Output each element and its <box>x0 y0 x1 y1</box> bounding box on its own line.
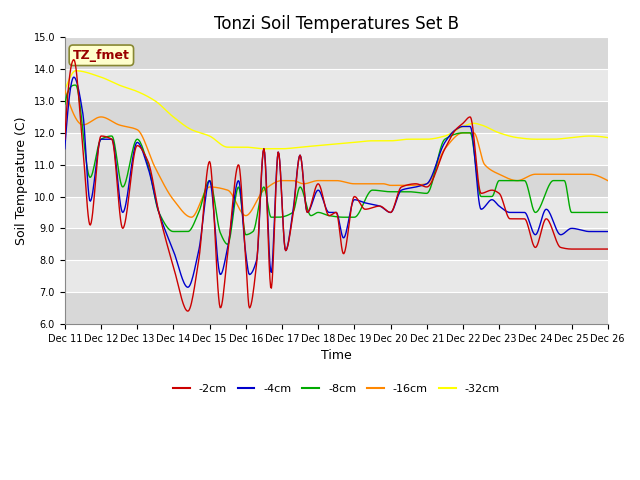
Bar <box>65 101 608 133</box>
Bar <box>65 292 608 324</box>
Title: Tonzi Soil Temperatures Set B: Tonzi Soil Temperatures Set B <box>214 15 459 33</box>
X-axis label: Time: Time <box>321 349 351 362</box>
Bar <box>65 196 608 228</box>
Y-axis label: Soil Temperature (C): Soil Temperature (C) <box>15 116 28 245</box>
Bar <box>65 133 608 165</box>
Bar <box>65 260 608 292</box>
Bar <box>65 69 608 101</box>
Legend: -2cm, -4cm, -8cm, -16cm, -32cm: -2cm, -4cm, -8cm, -16cm, -32cm <box>168 380 504 398</box>
Bar <box>65 37 608 69</box>
Bar <box>65 228 608 260</box>
Text: TZ_fmet: TZ_fmet <box>73 49 130 62</box>
Bar <box>65 165 608 196</box>
